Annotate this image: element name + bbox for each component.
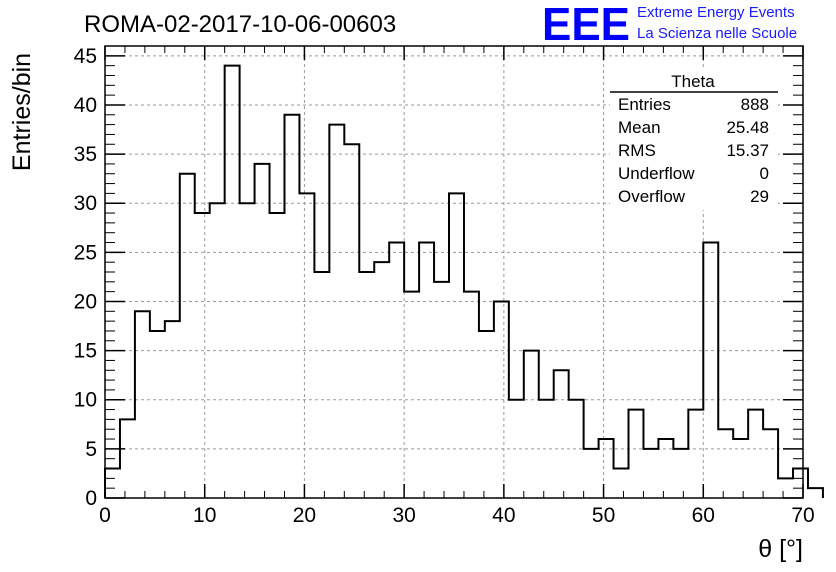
stats-label-overflow: Overflow [618, 187, 686, 206]
y-tick-label: 35 [74, 143, 97, 166]
histogram-bin [314, 272, 329, 498]
histogram-bin [105, 469, 120, 498]
histogram-bin [778, 478, 793, 498]
stats-label-entries: Entries [618, 95, 671, 114]
x-tick-label: 50 [592, 504, 615, 527]
histogram-bin [419, 243, 434, 498]
x-tick-label: 30 [392, 504, 415, 527]
histogram-bin [673, 449, 688, 498]
histogram-bin [374, 262, 389, 498]
chart-title: ROMA-02-2017-10-06-00603 [84, 11, 396, 38]
histogram-bin [584, 449, 599, 498]
y-tick-label: 30 [74, 192, 97, 215]
stats-label-underflow: Underflow [618, 164, 695, 183]
x-tick-label: 20 [293, 504, 316, 527]
logo-line-1: Extreme Energy Events [637, 4, 795, 21]
x-tick-label: 60 [692, 504, 715, 527]
histogram-bin [793, 469, 808, 498]
stats-box: Theta Entries 888 Mean 25.48 RMS 15.37 U… [610, 70, 778, 210]
histogram-bin [195, 213, 210, 498]
y-axis-label: Entries/bin [8, 53, 36, 171]
stats-value-mean: 25.48 [726, 118, 769, 137]
histogram-bin [524, 351, 539, 498]
stats-value-overflow: 29 [750, 187, 769, 206]
histogram-bin [135, 311, 150, 498]
x-axis-label: θ [°] [758, 535, 803, 563]
y-tick-label: 20 [74, 290, 97, 313]
histogram-bin [359, 272, 374, 498]
stats-value-rms: 15.37 [726, 141, 769, 160]
histogram-bin [479, 331, 494, 498]
histogram-bin [599, 439, 614, 498]
histogram-bin [629, 410, 644, 498]
x-tick-label: 0 [99, 504, 111, 527]
histogram-bin [180, 174, 195, 498]
y-tick-label: 0 [85, 487, 97, 510]
x-tick-label: 70 [791, 504, 814, 527]
histogram-bin [763, 429, 778, 498]
histogram-bin [165, 321, 180, 498]
histogram-bin [464, 292, 479, 498]
histogram-bin [150, 331, 165, 498]
x-tick-label: 10 [193, 504, 216, 527]
histogram-bin [808, 488, 823, 498]
histogram-bin [569, 400, 584, 498]
histogram-bin [404, 292, 419, 498]
stats-box-title: Theta [671, 72, 715, 91]
histogram-bin [434, 282, 449, 498]
stats-label-mean: Mean [618, 118, 661, 137]
y-tick-label: 40 [74, 94, 97, 117]
histogram-bin [299, 193, 314, 498]
histogram-bin [329, 125, 344, 498]
logo-mark: EEE [542, 0, 630, 50]
histogram-bin [449, 193, 464, 498]
histogram-bin [688, 410, 703, 498]
stats-value-underflow: 0 [760, 164, 769, 183]
y-tick-label: 25 [74, 241, 97, 264]
histogram-bin [554, 370, 569, 498]
histogram-bin [210, 203, 225, 498]
histogram-bin [494, 301, 509, 498]
eee-logo: EEE Extreme Energy Events La Scienza nel… [542, 0, 797, 50]
histogram-bin [255, 164, 270, 498]
axis-ticks: 0 10 20 30 40 50 60 70 0 5 10 15 20 25 30 35 40 45 [74, 45, 815, 527]
histogram-bin [733, 439, 748, 498]
y-tick-label: 10 [74, 389, 97, 412]
histogram-bin [284, 115, 299, 498]
histogram-bin [344, 144, 359, 498]
histogram-bin [718, 429, 733, 498]
x-tick-label: 40 [492, 504, 515, 527]
logo-line-2: La Scienza nelle Scuole [637, 25, 797, 42]
histogram-bin [270, 213, 285, 498]
stats-label-rms: RMS [618, 141, 656, 160]
histogram-bin [225, 66, 240, 498]
histogram-bin [643, 449, 658, 498]
histogram-bin [509, 400, 524, 498]
histogram-bin [240, 203, 255, 498]
histogram-bin [614, 469, 629, 498]
histogram-bin [389, 243, 404, 498]
histogram-bin [703, 243, 718, 498]
stats-value-entries: 888 [741, 95, 769, 114]
y-tick-label: 15 [74, 340, 97, 363]
histogram-bin [120, 419, 135, 498]
histogram-outline [104, 64, 824, 498]
y-tick-label: 45 [74, 45, 97, 68]
histogram-bin [748, 410, 763, 498]
histogram-bin [658, 439, 673, 498]
histogram-bin [539, 400, 554, 498]
histogram-series [104, 64, 824, 498]
y-tick-label: 5 [85, 438, 97, 461]
